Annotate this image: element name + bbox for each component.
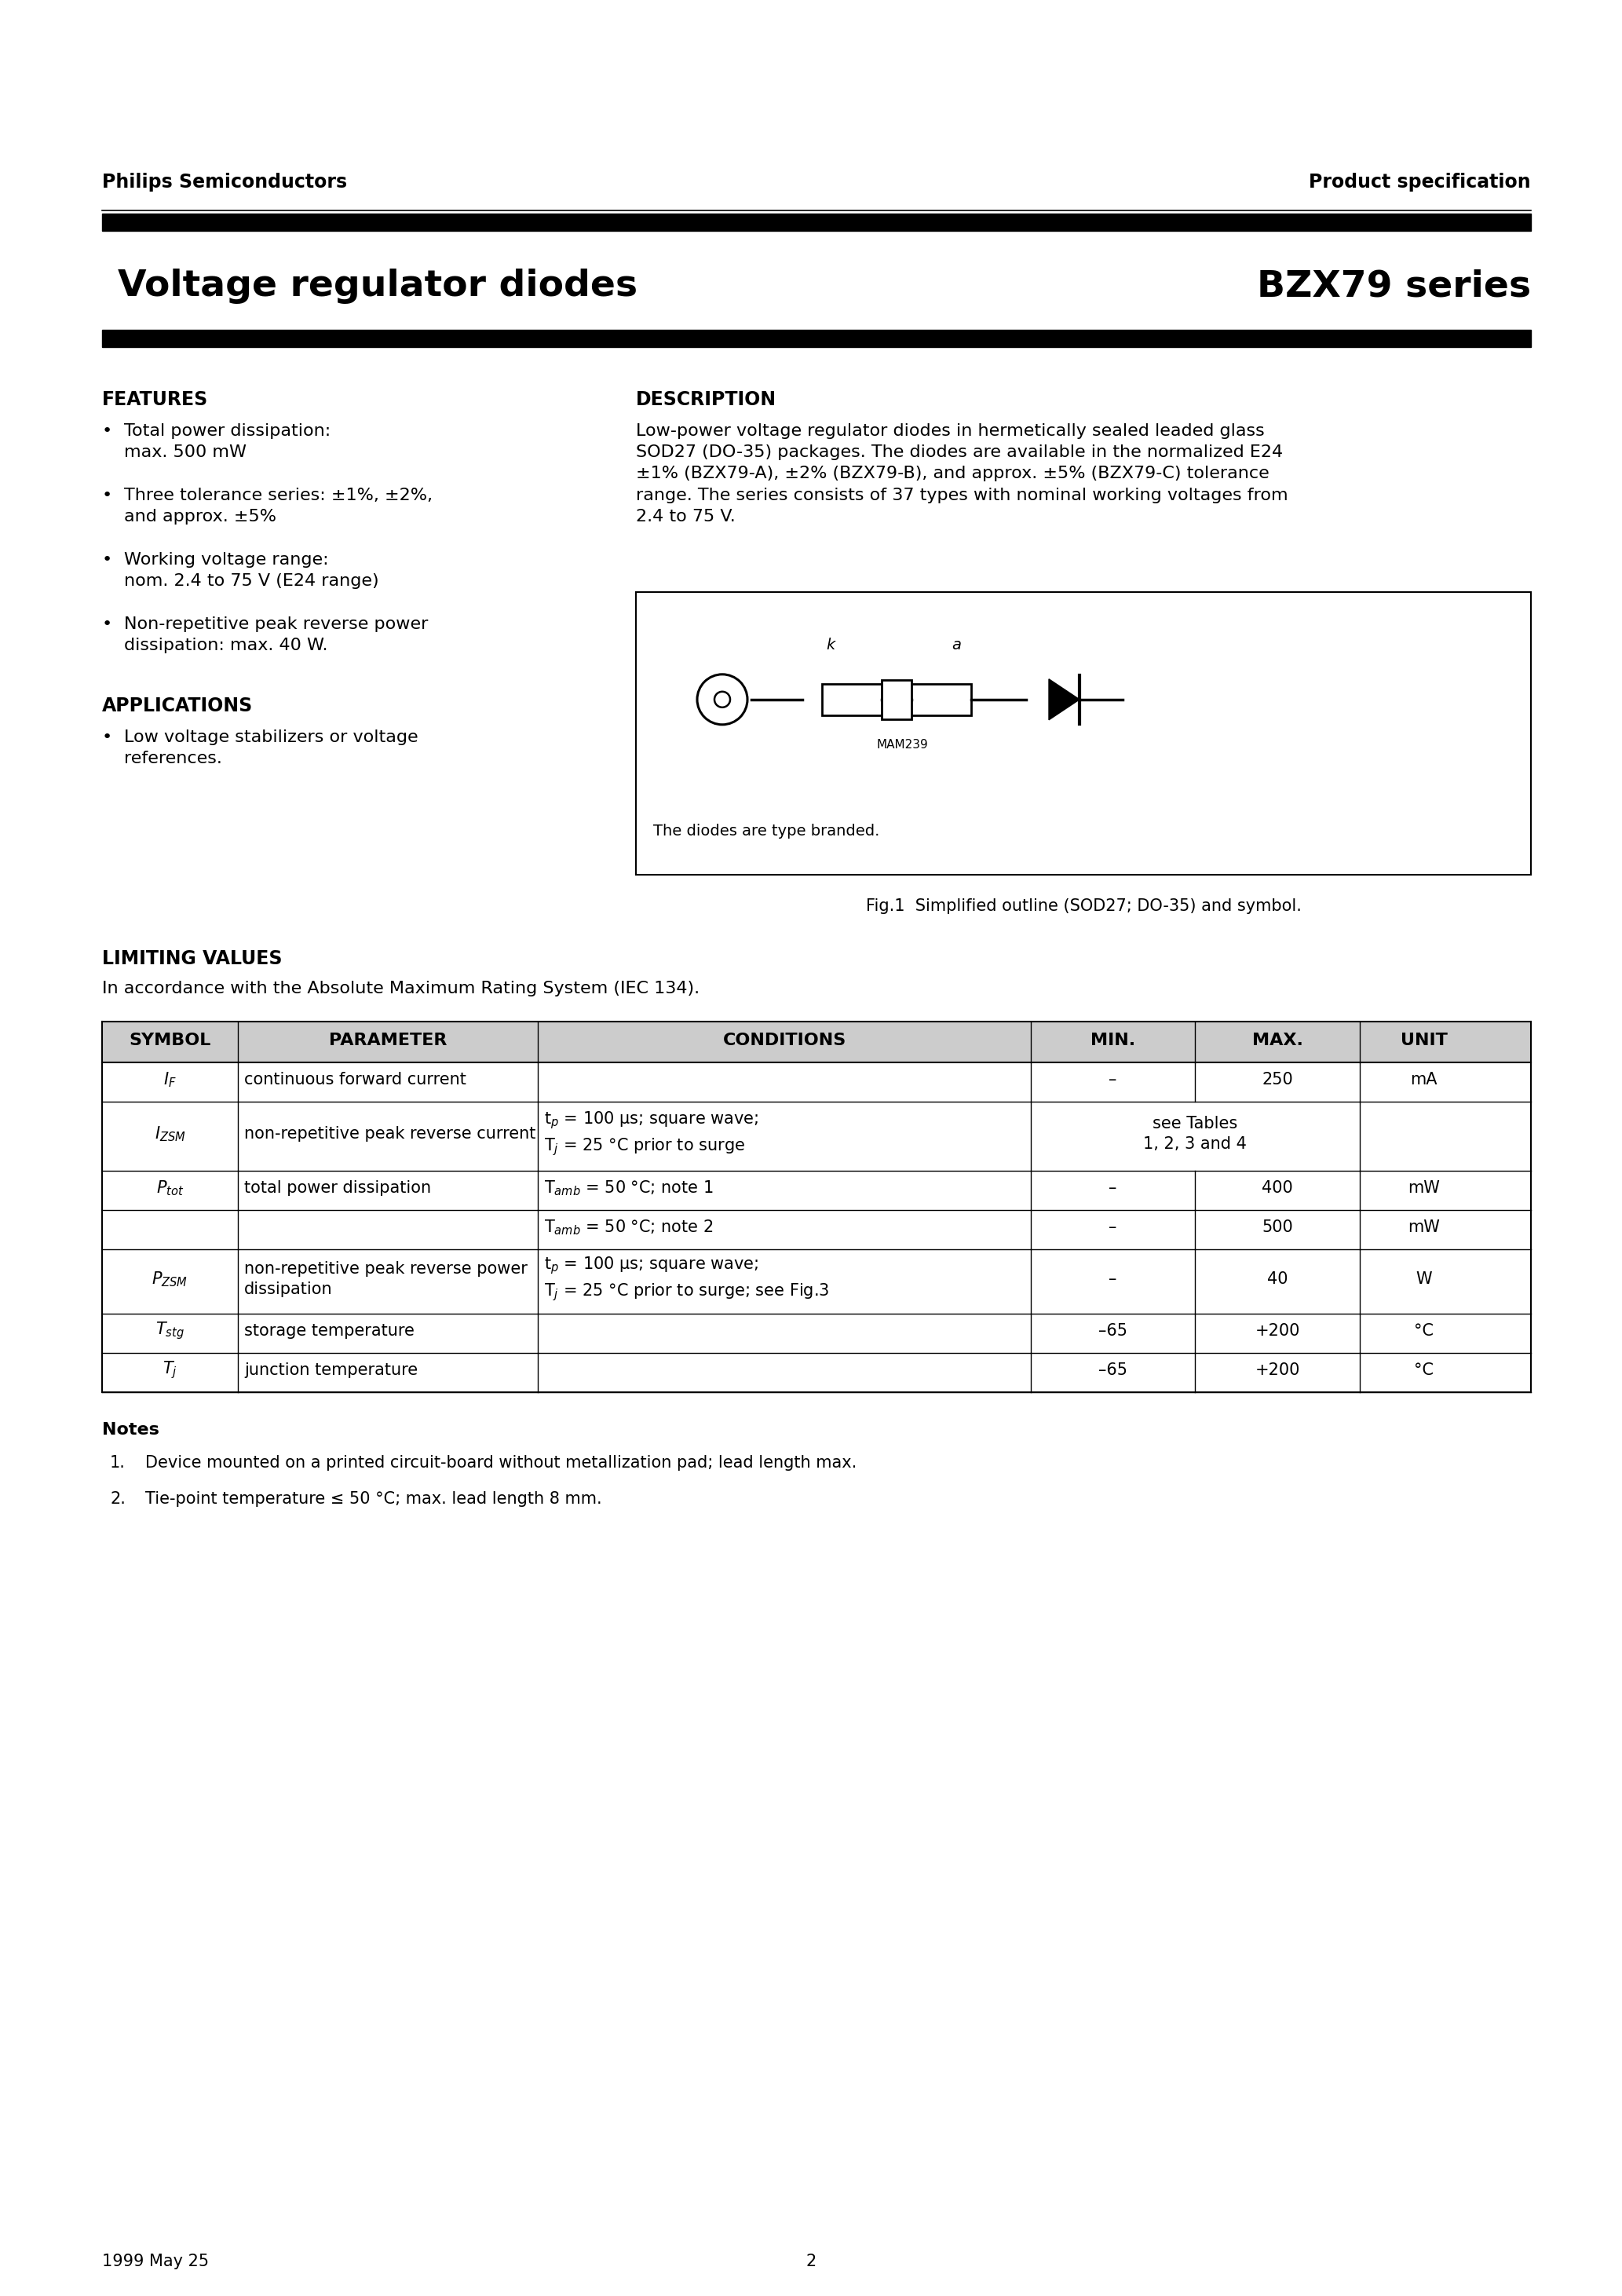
Text: Philips Semiconductors: Philips Semiconductors — [102, 172, 347, 191]
Bar — [882, 680, 912, 719]
Text: mW: mW — [1408, 1180, 1440, 1196]
Text: Working voltage range:
nom. 2.4 to 75 V (E24 range): Working voltage range: nom. 2.4 to 75 V … — [123, 551, 380, 590]
Text: °C: °C — [1414, 1362, 1434, 1378]
Bar — [102, 214, 1531, 232]
Bar — [822, 684, 884, 714]
Text: –65: –65 — [1098, 1322, 1127, 1339]
Text: 40: 40 — [1267, 1272, 1288, 1288]
Text: –: – — [1109, 1180, 1118, 1196]
Text: $P_{ZSM}$: $P_{ZSM}$ — [152, 1270, 188, 1288]
Text: Non-repetitive peak reverse power
dissipation: max. 40 W.: Non-repetitive peak reverse power dissip… — [123, 615, 428, 654]
Text: $T_j$: $T_j$ — [162, 1359, 177, 1380]
Text: $T_{stg}$: $T_{stg}$ — [156, 1320, 185, 1341]
Text: junction temperature: junction temperature — [243, 1362, 418, 1378]
Text: non-repetitive peak reverse power
dissipation: non-repetitive peak reverse power dissip… — [243, 1261, 527, 1297]
Text: Device mounted on a printed circuit-board without metallization pad; lead length: Device mounted on a printed circuit-boar… — [146, 1456, 856, 1472]
Text: $I_{ZSM}$: $I_{ZSM}$ — [154, 1125, 185, 1143]
Text: mW: mW — [1408, 1219, 1440, 1235]
Bar — [102, 1171, 1531, 1210]
Bar — [102, 331, 1531, 347]
Text: storage temperature: storage temperature — [243, 1322, 414, 1339]
Text: total power dissipation: total power dissipation — [243, 1180, 431, 1196]
Text: •: • — [102, 551, 112, 567]
Text: APPLICATIONS: APPLICATIONS — [102, 696, 253, 716]
Text: k: k — [826, 638, 835, 652]
Text: DESCRIPTION: DESCRIPTION — [636, 390, 777, 409]
Text: +200: +200 — [1255, 1362, 1299, 1378]
Text: MAX.: MAX. — [1252, 1033, 1302, 1049]
Text: $P_{tot}$: $P_{tot}$ — [156, 1178, 183, 1196]
Text: In accordance with the Absolute Maximum Rating System (IEC 134).: In accordance with the Absolute Maximum … — [102, 980, 699, 996]
Text: Total power dissipation:
max. 500 mW: Total power dissipation: max. 500 mW — [123, 422, 331, 459]
Text: 500: 500 — [1262, 1219, 1293, 1235]
Text: –: – — [1109, 1072, 1118, 1088]
Text: CONDITIONS: CONDITIONS — [723, 1033, 847, 1049]
Text: •: • — [102, 730, 112, 746]
Text: non-repetitive peak reverse current: non-repetitive peak reverse current — [243, 1125, 535, 1141]
Text: PARAMETER: PARAMETER — [329, 1033, 448, 1049]
Text: 2.: 2. — [110, 1490, 125, 1506]
Text: $I_F$: $I_F$ — [164, 1070, 177, 1088]
Text: Voltage regulator diodes: Voltage regulator diodes — [118, 269, 637, 303]
Bar — [102, 1352, 1531, 1391]
Bar — [102, 1022, 1531, 1063]
Text: t$_p$ = 100 μs; square wave;
T$_j$ = 25 °C prior to surge; see Fig.3: t$_p$ = 100 μs; square wave; T$_j$ = 25 … — [543, 1256, 829, 1304]
Text: 2: 2 — [806, 2255, 816, 2268]
Text: MAM239: MAM239 — [878, 739, 928, 751]
Text: –65: –65 — [1098, 1362, 1127, 1378]
Bar — [102, 1102, 1531, 1171]
Text: Three tolerance series: ±1%, ±2%,
and approx. ±5%: Three tolerance series: ±1%, ±2%, and ap… — [123, 487, 433, 526]
Text: BZX79 series: BZX79 series — [1257, 269, 1531, 303]
Text: 400: 400 — [1262, 1180, 1293, 1196]
Text: –: – — [1109, 1272, 1118, 1288]
Text: Notes: Notes — [102, 1421, 159, 1437]
Text: t$_p$ = 100 μs; square wave;
T$_j$ = 25 °C prior to surge: t$_p$ = 100 μs; square wave; T$_j$ = 25 … — [543, 1109, 759, 1157]
Text: LIMITING VALUES: LIMITING VALUES — [102, 948, 282, 969]
Bar — [102, 1210, 1531, 1249]
Text: 250: 250 — [1262, 1072, 1293, 1088]
Text: T$_{amb}$ = 50 °C; note 1: T$_{amb}$ = 50 °C; note 1 — [543, 1178, 714, 1196]
Text: 1999 May 25: 1999 May 25 — [102, 2255, 209, 2268]
Bar — [908, 684, 972, 714]
Text: •: • — [102, 615, 112, 631]
Bar — [636, 592, 1531, 875]
Text: Low voltage stabilizers or voltage
references.: Low voltage stabilizers or voltage refer… — [123, 730, 418, 767]
Text: 1.: 1. — [110, 1456, 125, 1472]
Text: see Tables
1, 2, 3 and 4: see Tables 1, 2, 3 and 4 — [1144, 1116, 1247, 1153]
Text: mA: mA — [1410, 1072, 1437, 1088]
Text: W: W — [1416, 1272, 1432, 1288]
Bar — [102, 1249, 1531, 1313]
Polygon shape — [1049, 680, 1080, 721]
Text: continuous forward current: continuous forward current — [243, 1072, 466, 1088]
Text: FEATURES: FEATURES — [102, 390, 208, 409]
Text: T$_{amb}$ = 50 °C; note 2: T$_{amb}$ = 50 °C; note 2 — [543, 1219, 714, 1238]
Text: °C: °C — [1414, 1322, 1434, 1339]
Text: SYMBOL: SYMBOL — [130, 1033, 211, 1049]
Text: UNIT: UNIT — [1400, 1033, 1447, 1049]
Text: Fig.1  Simplified outline (SOD27; DO-35) and symbol.: Fig.1 Simplified outline (SOD27; DO-35) … — [866, 898, 1301, 914]
Text: Low-power voltage regulator diodes in hermetically sealed leaded glass
SOD27 (DO: Low-power voltage regulator diodes in he… — [636, 422, 1288, 523]
Text: +200: +200 — [1255, 1322, 1299, 1339]
Bar — [102, 1313, 1531, 1352]
Text: MIN.: MIN. — [1090, 1033, 1135, 1049]
Text: Tie-point temperature ≤ 50 °C; max. lead length 8 mm.: Tie-point temperature ≤ 50 °C; max. lead… — [146, 1490, 602, 1506]
Text: –: – — [1109, 1219, 1118, 1235]
Bar — [102, 1063, 1531, 1102]
Text: •: • — [102, 422, 112, 439]
Text: •: • — [102, 487, 112, 503]
Text: a: a — [952, 638, 960, 652]
Text: Product specification: Product specification — [1309, 172, 1531, 191]
Text: The diodes are type branded.: The diodes are type branded. — [654, 824, 879, 838]
